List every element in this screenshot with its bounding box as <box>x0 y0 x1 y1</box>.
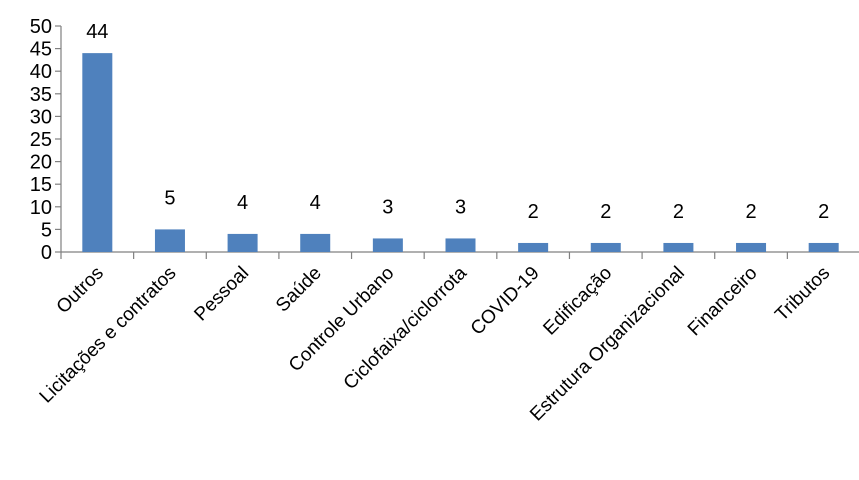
y-tick-label: 25 <box>30 129 52 151</box>
bar <box>808 242 839 252</box>
category-label: Financeiro <box>684 263 762 341</box>
y-tick-label: 35 <box>30 84 52 106</box>
bar <box>590 242 621 252</box>
bar <box>154 229 185 252</box>
data-label: 2 <box>745 201 756 223</box>
y-tick-label: 5 <box>41 219 52 241</box>
category-label: Edificação <box>539 263 616 340</box>
data-label: 4 <box>237 192 248 214</box>
data-label: 3 <box>455 196 466 218</box>
y-tick-label: 0 <box>41 242 52 264</box>
data-label: 4 <box>310 192 321 214</box>
category-label: Saúde <box>272 263 326 317</box>
category-label: Outros <box>53 263 108 318</box>
bar <box>445 238 476 252</box>
bar <box>227 233 258 252</box>
bar <box>663 242 694 252</box>
y-tick-label: 30 <box>30 106 52 128</box>
category-label: Estrutura Organizacional <box>526 263 689 426</box>
category-label: Ciclofaixa/ciclorrota <box>340 262 472 394</box>
y-tick-label: 15 <box>30 174 52 196</box>
bar <box>736 242 767 252</box>
bar <box>300 233 331 252</box>
data-label: 2 <box>818 201 829 223</box>
bar <box>82 53 113 253</box>
y-tick-label: 20 <box>30 152 52 174</box>
category-label: Pessoal <box>190 263 253 326</box>
category-label: Tributos <box>771 263 834 326</box>
category-label: COVID-19 <box>467 263 544 340</box>
y-tick-label: 10 <box>30 197 52 219</box>
data-label: 5 <box>164 187 175 209</box>
bar <box>518 242 549 252</box>
category-label: Licitações e contratos <box>36 263 181 408</box>
y-tick-label: 40 <box>30 61 52 83</box>
bar <box>372 238 403 252</box>
data-label: 3 <box>382 196 393 218</box>
y-tick-label: 45 <box>30 39 52 61</box>
data-label: 2 <box>673 201 684 223</box>
data-label: 2 <box>528 201 539 223</box>
y-tick-label: 50 <box>30 16 52 38</box>
data-label: 44 <box>86 21 108 43</box>
data-label: 2 <box>600 201 611 223</box>
